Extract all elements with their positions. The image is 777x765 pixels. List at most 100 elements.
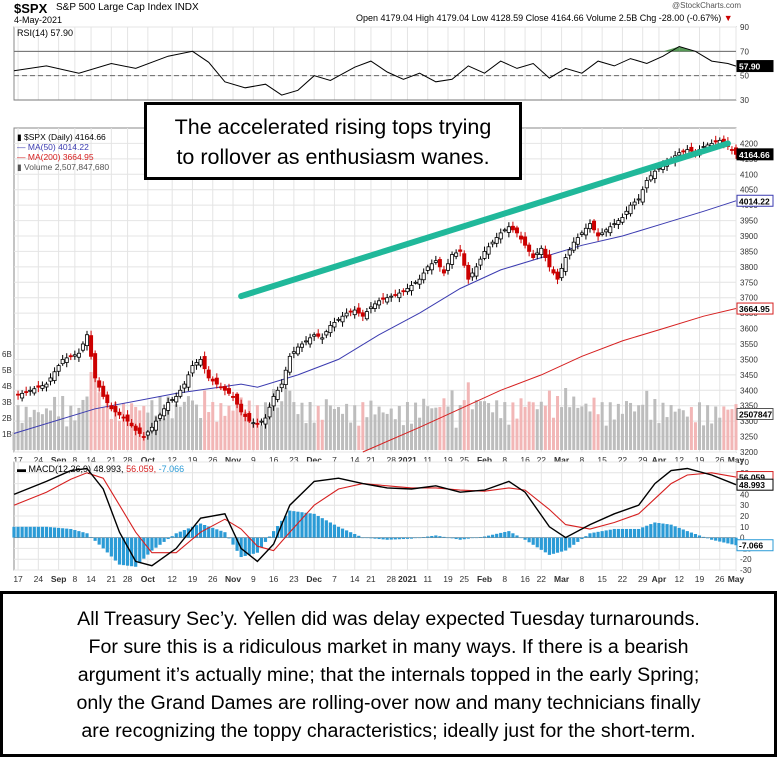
volume-bar — [495, 400, 499, 450]
volume-bar — [186, 396, 190, 450]
price-x-tick-label: 14 — [350, 455, 360, 465]
volume-bar — [454, 427, 458, 450]
candle-body — [283, 369, 288, 386]
candle-body — [133, 425, 138, 431]
header-symbol: $SPX — [14, 1, 48, 16]
volume-bar — [170, 418, 174, 450]
macd-histogram-bar — [507, 531, 511, 538]
candle-body — [474, 266, 479, 277]
candle-body — [417, 278, 422, 285]
price-x-tick-label: 15 — [597, 455, 607, 465]
candle-body — [129, 422, 134, 427]
volume-bar — [653, 399, 657, 450]
candle-body — [206, 369, 211, 379]
candle-body — [510, 225, 515, 231]
volume-bar — [117, 420, 121, 450]
macd-histogram-bar — [588, 533, 592, 538]
macd-histogram-bar — [616, 528, 620, 538]
macd-histogram-bar — [166, 537, 170, 540]
candle-body — [368, 306, 373, 309]
price-panel — [13, 127, 737, 453]
volume-tick-label: 4B — [2, 382, 12, 391]
macd-histogram-bar — [219, 530, 223, 538]
price-x-tick-label: Mar — [554, 455, 570, 465]
candle-body — [372, 303, 377, 309]
candle-body — [648, 175, 653, 181]
candle-body — [385, 297, 390, 303]
volume-bar — [142, 405, 146, 450]
macd-x-tick-label: Mar — [554, 574, 570, 584]
volume-bar — [324, 399, 328, 450]
macd-histogram-bar — [665, 524, 669, 538]
rsi-line — [13, 45, 737, 96]
price-legend-ma200: — MA(200) 3664.95 — [17, 152, 94, 162]
volume-bar — [158, 396, 162, 450]
macd-histogram-bar — [271, 531, 276, 538]
volume-tick-label: 3B — [2, 398, 12, 407]
volume-bar — [483, 401, 487, 450]
macd-x-tick-label: Oct — [141, 574, 155, 584]
volume-bar — [556, 396, 560, 450]
volume-bar — [620, 413, 624, 450]
price-x-tick-label: 22 — [537, 455, 547, 465]
price-legend-volume: ▮ Volume 2,507,847,680 — [17, 162, 109, 172]
candle-body — [535, 252, 540, 255]
candle-body — [251, 422, 256, 425]
macd-x-tick-label: Apr — [652, 574, 667, 584]
macd-histogram-bar — [361, 537, 365, 539]
callout-top-line-2: to rollover as enthusiasm wanes. — [176, 145, 490, 169]
candle-body — [101, 385, 106, 397]
candle-body — [555, 271, 560, 280]
candle-body — [145, 431, 150, 436]
macd-histogram-bar — [69, 528, 73, 538]
macd-histogram-bar — [535, 537, 539, 548]
candle-body — [295, 346, 300, 355]
candle-body — [600, 232, 605, 235]
volume-bar — [49, 410, 53, 450]
volume-bar — [616, 403, 620, 450]
volume-last-badge-box — [736, 408, 774, 420]
price-tick-label: 3350 — [740, 402, 758, 411]
volume-bar — [438, 407, 442, 450]
header-exchange: INDX — [174, 2, 199, 13]
macd-x-tick-label: 23 — [289, 574, 299, 584]
rsi-legend: RSI(14) 57.90 — [17, 28, 73, 38]
price-x-tick-label: 19 — [443, 455, 453, 465]
macd-x-tick-label: 12 — [167, 574, 177, 584]
price-tick-label: 3550 — [740, 340, 758, 349]
macd-histogram-bar — [681, 529, 685, 538]
candle-body — [523, 236, 528, 246]
volume-bar — [608, 402, 612, 450]
macd-histogram-bar — [426, 536, 430, 538]
volume-bar — [369, 400, 373, 450]
macd-histogram-bar — [16, 526, 20, 538]
volume-bar — [576, 407, 580, 450]
price-tick-label: 3450 — [740, 371, 758, 380]
macd-histogram-bar — [101, 537, 105, 549]
macd-hist-last-badge-box — [736, 539, 774, 552]
volume-bar — [734, 404, 738, 450]
candle-body — [186, 374, 191, 388]
volume-bar — [345, 403, 349, 450]
volume-bar — [418, 417, 422, 450]
price-legend-spx: ▮ $SPX (Daily) 4164.66 — [17, 132, 106, 142]
price-tick-label: 3250 — [740, 433, 758, 442]
macd-x-tick-label: 28 — [123, 574, 133, 584]
volume-bar — [268, 404, 272, 450]
macd-tick-label: -30 — [740, 566, 752, 575]
volume-bar — [446, 406, 450, 450]
candle-body — [583, 227, 588, 236]
volume-bar — [353, 405, 357, 450]
macd-histogram-bar — [154, 537, 158, 548]
volume-bar — [641, 404, 645, 450]
price-x-tick-label: 8 — [502, 455, 507, 465]
macd-histogram-bar — [77, 531, 81, 538]
macd-histogram-bar — [442, 536, 446, 538]
volume-bar — [215, 421, 219, 450]
macd-histogram-bar — [434, 535, 438, 538]
callout-bottom-line-1: All Treasury Sec’y. Yellen did was delay… — [77, 608, 700, 630]
ma50-last-badge-label: 4014.22 — [739, 196, 770, 206]
macd-histogram-bar — [710, 537, 714, 540]
macd-histogram-bar — [304, 512, 308, 538]
macd-histogram-bar — [73, 530, 77, 538]
